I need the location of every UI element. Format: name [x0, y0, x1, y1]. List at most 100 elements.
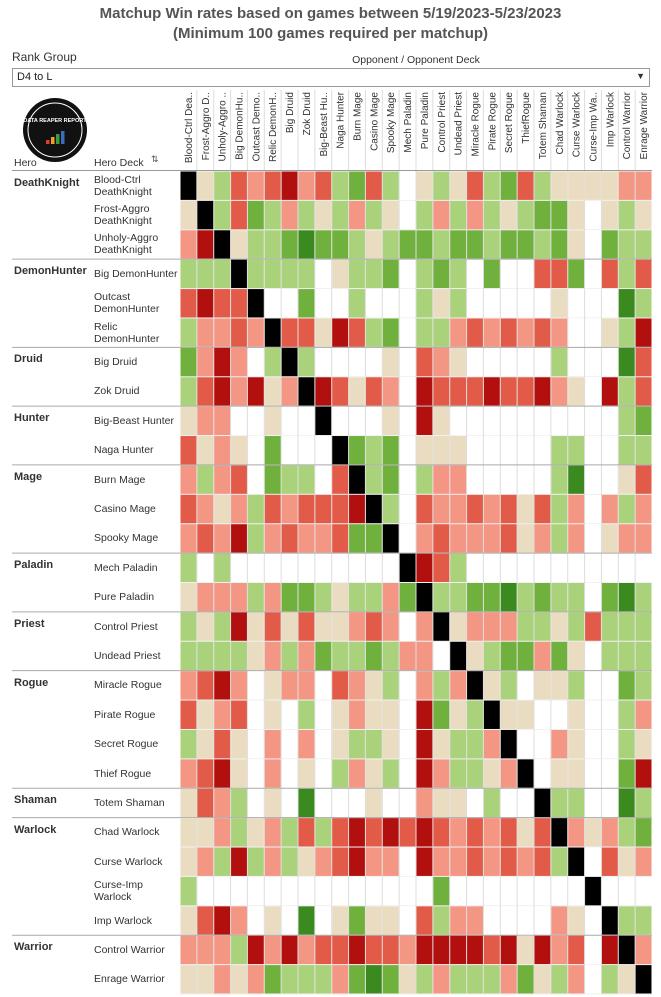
cell: [382, 965, 399, 994]
cell: [450, 612, 467, 641]
cell: [551, 965, 568, 994]
cell: [467, 906, 483, 935]
cell: [180, 200, 197, 230]
cell: [382, 230, 399, 259]
cell: [416, 671, 433, 700]
cell: [433, 818, 450, 847]
cell: [551, 847, 568, 876]
cell: [416, 230, 433, 259]
cell: [450, 289, 467, 318]
cell: [231, 788, 247, 818]
cell: [551, 494, 568, 524]
cell: [214, 347, 231, 377]
cell: [618, 965, 635, 994]
cell: [433, 759, 450, 788]
cell: [635, 259, 652, 289]
cell: [382, 583, 399, 612]
cell: [315, 377, 332, 406]
cell: [180, 583, 197, 612]
cell: [450, 700, 467, 729]
cell: [551, 729, 568, 759]
cell: [517, 524, 534, 553]
cell: [416, 935, 433, 965]
row-label: Imp Warlock: [94, 914, 152, 927]
cell: [197, 906, 214, 935]
cell: [551, 641, 568, 671]
cell: [231, 465, 247, 494]
cell: [332, 494, 349, 524]
cell: [433, 524, 450, 553]
cell: [349, 230, 365, 259]
cell: [534, 612, 551, 641]
cell: [450, 494, 467, 524]
cell: [416, 377, 433, 406]
row-label: Curse Warlock: [94, 855, 163, 868]
cell: [551, 935, 568, 965]
cell: [214, 406, 231, 436]
cell: [214, 583, 231, 612]
mirror-cell: [298, 377, 315, 406]
cell: [568, 436, 585, 465]
mirror-cell: [247, 289, 264, 318]
cell: [618, 406, 635, 436]
cell: [180, 377, 197, 406]
row-label: Totem Shaman: [94, 796, 165, 809]
cell: [180, 906, 197, 935]
cell: [483, 200, 500, 230]
cell: [349, 200, 365, 230]
cell: [551, 347, 568, 377]
cell: [416, 436, 433, 465]
cell: [247, 583, 264, 612]
cell: [365, 436, 382, 465]
cell: [450, 788, 467, 818]
cell: [500, 847, 517, 876]
cell: [264, 230, 281, 259]
cell: [618, 494, 635, 524]
cell: [214, 171, 231, 200]
cell: [433, 436, 450, 465]
cell: [180, 935, 197, 965]
deck-header[interactable]: Hero Deck: [94, 157, 144, 169]
cell: [298, 965, 315, 994]
column-label: Big Druid: [285, 92, 296, 133]
row-label: Big Druid: [94, 356, 138, 369]
cell: [264, 935, 281, 965]
column-label: Big DemonHu..: [235, 92, 246, 160]
cell: [264, 347, 281, 377]
hero-label: DeathKnight: [14, 177, 80, 189]
cell: [315, 847, 332, 876]
mirror-cell: [365, 494, 382, 524]
column-label: Curse-Imp Wa..: [589, 92, 600, 162]
cell: [180, 641, 197, 671]
cell: [467, 583, 483, 612]
cell: [568, 200, 585, 230]
cell: [517, 200, 534, 230]
chart-title: Matchup Win rates based on games between…: [99, 5, 562, 22]
cell: [382, 759, 399, 788]
logo-text: DATA REAPER REPORT: [23, 118, 87, 124]
cell: [365, 759, 382, 788]
cell: [382, 700, 399, 729]
cell: [534, 318, 551, 347]
cell: [180, 494, 197, 524]
cell: [180, 524, 197, 553]
cell: [568, 583, 585, 612]
cell: [601, 583, 618, 612]
cell: [180, 700, 197, 729]
cell: [467, 171, 483, 200]
cell: [197, 318, 214, 347]
cell: [382, 729, 399, 759]
cell: [601, 494, 618, 524]
cell: [281, 171, 298, 200]
cell: [298, 494, 315, 524]
sort-icon[interactable]: ⇅: [151, 154, 159, 164]
cell: [500, 524, 517, 553]
cell: [416, 700, 433, 729]
filter-dropdown[interactable]: D4 to L ▼: [12, 68, 650, 87]
cell: [618, 818, 635, 847]
cell: [264, 524, 281, 553]
cell: [568, 259, 585, 289]
cell: [197, 230, 214, 259]
mirror-cell: [450, 641, 467, 671]
row-label: Casino Mage: [94, 503, 156, 515]
